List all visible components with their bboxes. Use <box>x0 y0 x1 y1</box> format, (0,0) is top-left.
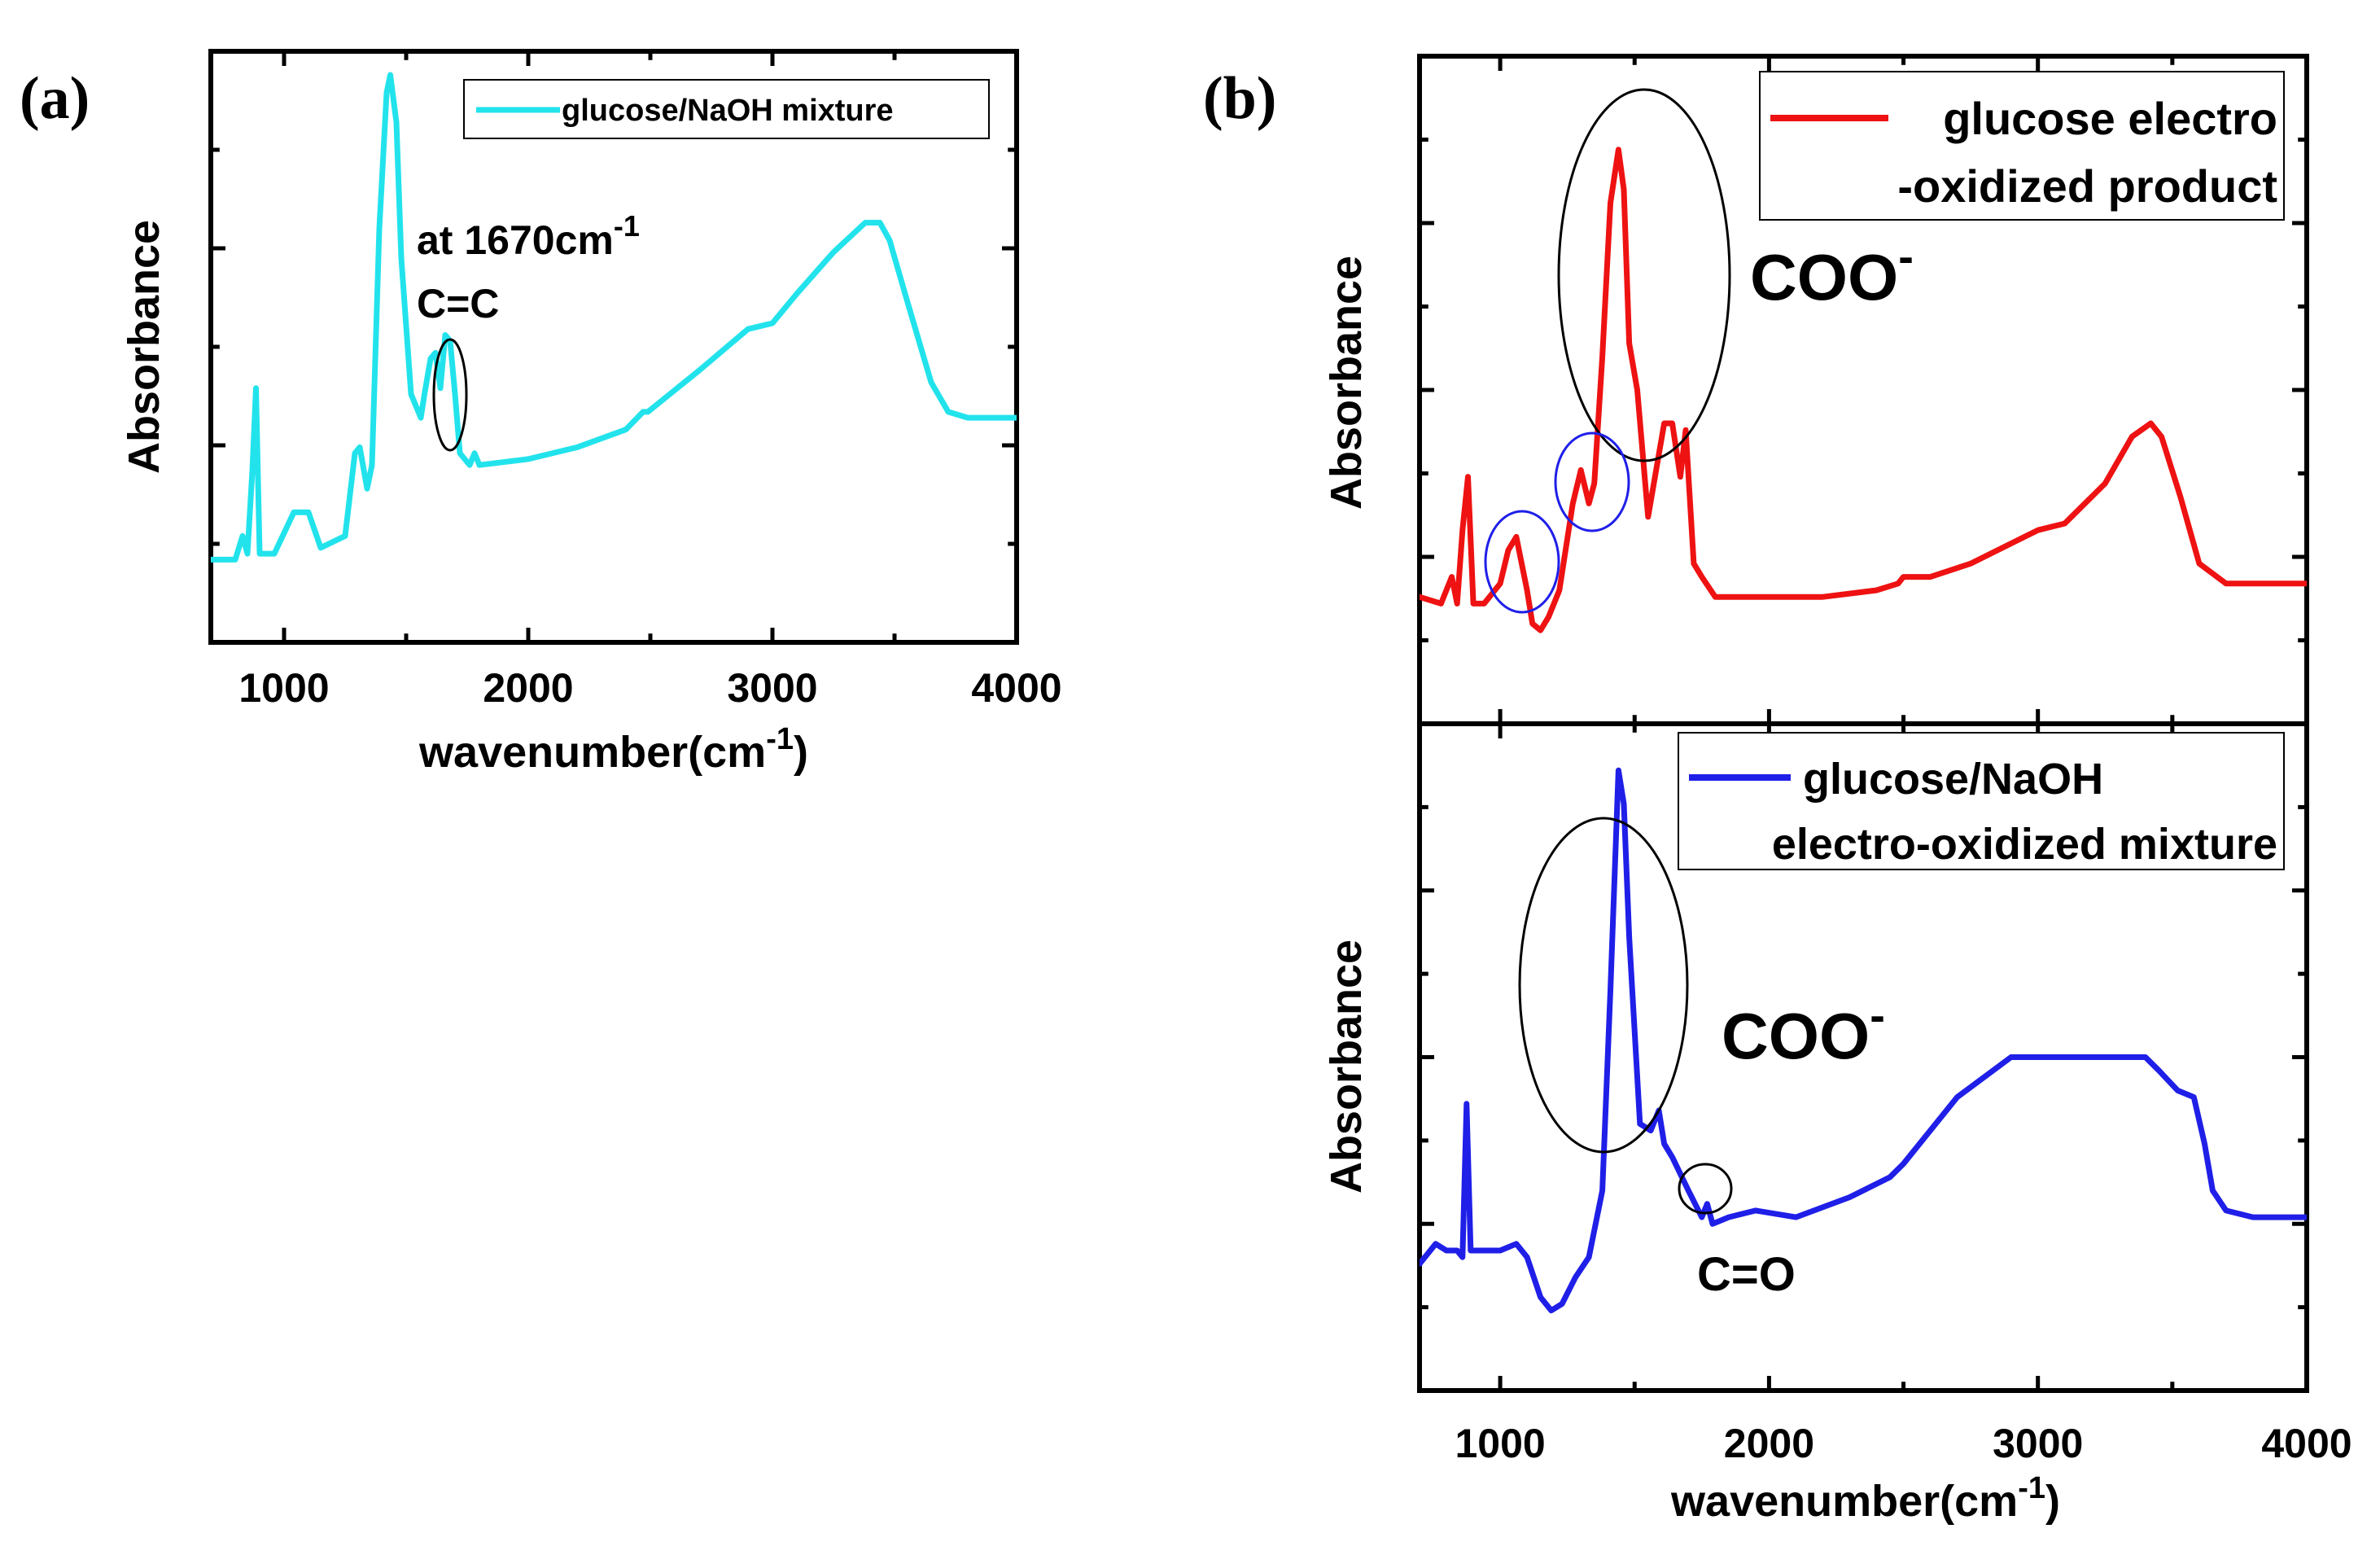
chart-a: 1000 2000 3000 4000 glucose/NaOH mixture at… <box>120 49 1062 777</box>
chart-b-top-annotation-coo: COO- <box>1750 230 1914 313</box>
chart-a-x-ticks: 1000 2000 3000 4000 <box>238 51 1062 711</box>
chart-b-bottom-legend-line-1: glucose/NaOH <box>1803 755 2103 804</box>
chart-b-top-legend-line-1: glucose electro <box>1943 93 2277 144</box>
chart-b-top-ellipse-1 <box>1484 510 1560 614</box>
chart-a-legend-label: glucose/NaOH mixture <box>562 94 894 128</box>
chart-b-top-y-axis-title: Absorbance <box>1322 256 1371 510</box>
chart-b-bottom-legend-line-2: electro-oxidized mixture <box>1772 820 2277 869</box>
chart-a-peak-ellipse <box>432 338 468 452</box>
chart-b-bottom-legend-box <box>1678 732 2285 870</box>
chart-b-top-series-line <box>1420 147 2307 633</box>
panel-b-label: (b) <box>1203 65 1276 132</box>
chart-a-y-ticks <box>211 147 1017 546</box>
chart-a-series-line <box>211 72 1017 563</box>
chart-b-bottom-legend: glucose/NaOH electro-oxidized mixture <box>1678 732 2285 870</box>
chart-a-annotation-cc: C=C <box>417 281 499 326</box>
chart-b-bottom-x-ticks: 1000 2000 3000 4000 <box>1455 724 2352 1466</box>
chart-a-y-axis-title: Absorbance <box>120 220 168 474</box>
chart-b-top-legend: glucose electro -oxidized product <box>1759 71 2285 221</box>
chart-b-bottom-y-ticks <box>1420 804 2307 1310</box>
chart-a-legend: glucose/NaOH mixture <box>463 79 990 139</box>
chart-b-top-y-ticks <box>1420 138 2307 642</box>
chart-b-bottom-coo-ellipse <box>1518 817 1689 1154</box>
chart-b-bottom: 1000 2000 3000 4000 glucose/NaOH electro-ox… <box>1322 721 2352 1526</box>
chart-a-x-tick-label: 4000 <box>971 665 1061 711</box>
chart-b-bottom-series-line <box>1420 767 2307 1314</box>
chart-b-bottom-x-tick-label: 1000 <box>1455 1421 1545 1466</box>
panel-a-label: (a) <box>20 65 90 132</box>
chart-b-top-coo-ellipse <box>1557 88 1731 462</box>
chart-b-bottom-y-axis-title: Absorbance <box>1322 940 1371 1194</box>
chart-b-bottom-x-tick-label: 3000 <box>1993 1421 2083 1466</box>
chart-b-bottom-co-ellipse <box>1678 1163 1733 1215</box>
chart-b-top-legend-box <box>1759 71 2285 221</box>
chart-a-x-axis-title: wavenumber(cm-1) <box>418 722 808 777</box>
chart-a-frame <box>208 49 1019 645</box>
chart-b-top: glucose electro -oxidized product COO- A… <box>1322 54 2309 726</box>
chart-b-bottom-annotation-coo: COO- <box>1722 989 1885 1072</box>
chart-b-bottom-annotation-co: C=O <box>1697 1248 1796 1301</box>
chart-b-bottom-x-axis-title: wavenumber(cm-1) <box>1670 1471 2060 1526</box>
chart-b-bottom-x-tick-label: 4000 <box>2261 1421 2352 1466</box>
chart-b-top-legend-line-2: -oxidized product <box>1897 160 2277 212</box>
chart-a-x-tick-label: 2000 <box>483 665 573 711</box>
chart-b-top-ellipse-2 <box>1554 431 1630 532</box>
chart-b-bottom-x-tick-label: 2000 <box>1724 1421 1814 1466</box>
chart-a-x-tick-label: 1000 <box>238 665 329 711</box>
chart-a-x-tick-label: 3000 <box>727 665 817 711</box>
chart-a-annotation-peak: at 1670cm-1 <box>417 209 640 263</box>
